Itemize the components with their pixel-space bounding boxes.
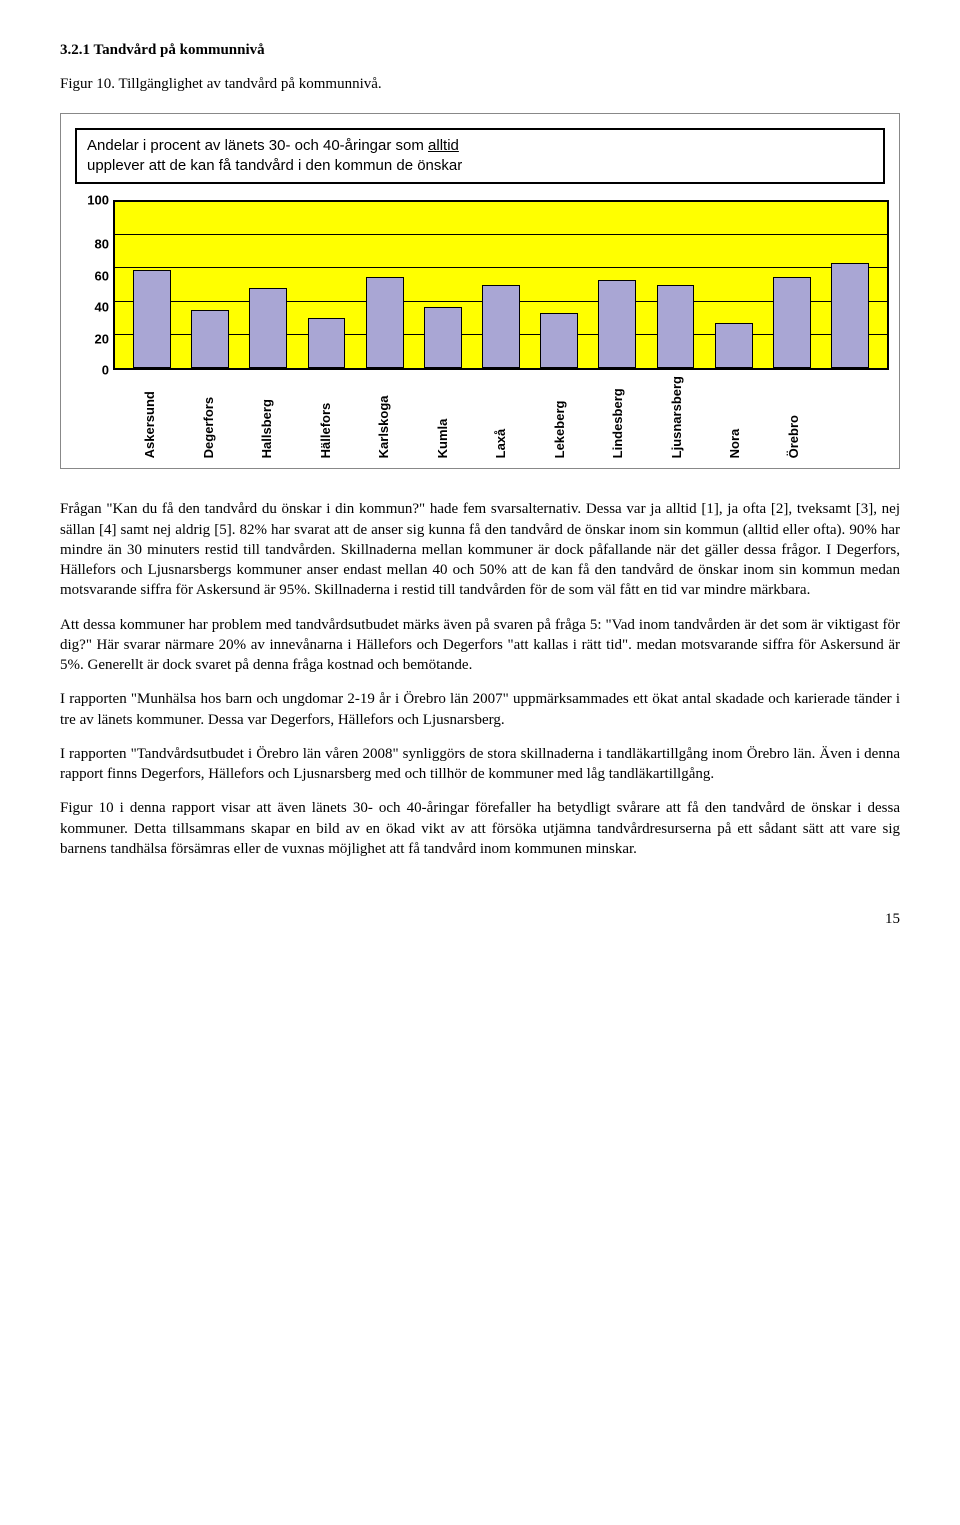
plot-area xyxy=(113,200,889,370)
bar xyxy=(540,313,578,368)
bar xyxy=(598,280,636,368)
bar xyxy=(657,285,695,368)
paragraph: Att dessa kommuner har problem med tandv… xyxy=(60,615,900,676)
x-label: Nora xyxy=(716,376,754,458)
x-label: Hällefors xyxy=(306,376,344,458)
bar xyxy=(482,285,520,368)
bar xyxy=(191,310,229,368)
figure-caption: Figur 10. Tillgänglighet av tandvård på … xyxy=(60,74,900,94)
y-axis: 100 80 60 40 20 0 xyxy=(71,200,113,370)
y-tick: 80 xyxy=(71,238,109,251)
paragraph: Frågan "Kan du få den tandvård du önskar… xyxy=(60,499,900,600)
y-tick: 60 xyxy=(71,269,109,282)
x-label: Lindesberg xyxy=(599,376,637,458)
y-tick: 100 xyxy=(71,194,109,207)
x-label: Laxå xyxy=(482,376,520,458)
y-tick: 20 xyxy=(71,332,109,345)
page-number: 15 xyxy=(60,909,900,929)
x-label: Kumla xyxy=(423,376,461,458)
paragraph: I rapporten "Munhälsa hos barn och ungdo… xyxy=(60,689,900,730)
chart-title-part2: upplever att de kan få tandvård i den ko… xyxy=(87,157,462,174)
x-label: Ljusnarsberg xyxy=(657,376,695,458)
bar xyxy=(831,263,869,368)
bar xyxy=(308,318,346,368)
bar xyxy=(715,323,753,368)
x-label: Hallsberg xyxy=(248,376,286,458)
chart-title: Andelar i procent av länets 30- och 40-å… xyxy=(75,128,885,185)
x-axis: Askersund Degerfors Hallsberg Hällefors Karl… xyxy=(113,376,889,458)
paragraph: Figur 10 i denna rapport visar att även … xyxy=(60,798,900,859)
section-heading: 3.2.1 Tandvård på kommunnivå xyxy=(60,40,900,60)
bar xyxy=(249,288,287,368)
x-label: Askersund xyxy=(131,376,169,458)
x-label: Degerfors xyxy=(189,376,227,458)
x-label xyxy=(833,376,871,458)
bar xyxy=(133,270,171,368)
x-label: Karlskoga xyxy=(365,376,403,458)
y-tick: 40 xyxy=(71,301,109,314)
bar xyxy=(424,307,462,368)
chart-body: 100 80 60 40 20 0 Askersund Degerfors Hall… xyxy=(71,200,889,458)
bar xyxy=(773,277,811,368)
y-tick: 0 xyxy=(71,363,109,376)
paragraph: I rapporten "Tandvårdsutbudet i Örebro l… xyxy=(60,744,900,785)
bar xyxy=(366,277,404,368)
chart-container: Andelar i procent av länets 30- och 40-å… xyxy=(60,113,900,470)
x-label: Lekeberg xyxy=(540,376,578,458)
chart-title-underlined: alltid xyxy=(428,137,459,154)
chart-title-part1: Andelar i procent av länets 30- och 40-å… xyxy=(87,137,428,154)
x-label: Örebro xyxy=(774,376,812,458)
